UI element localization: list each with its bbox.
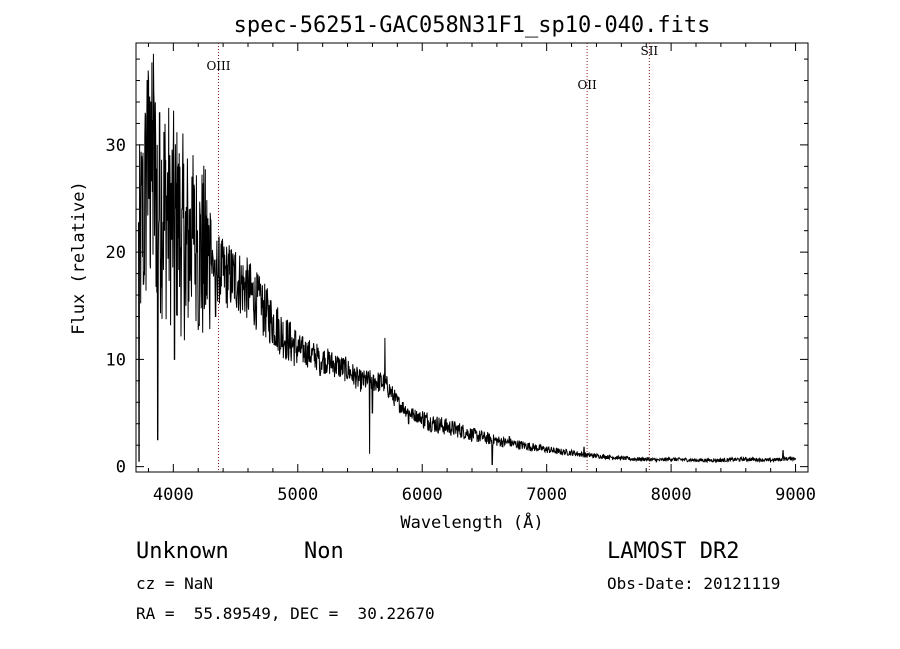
plot-frame — [135, 42, 809, 473]
object-class: Unknown — [136, 539, 229, 564]
chart-title: spec-56251-GAC058N31F1_sp10-040.fits — [234, 13, 711, 38]
plot-area: OIII OII SII 4000 5000 6000 7000 8000 9000 0 10 2… — [106, 42, 816, 505]
y-tick-label: 10 — [106, 350, 126, 370]
spectrum-line — [138, 53, 797, 465]
x-tick-label: 4000 — [153, 485, 194, 505]
sky-coordinates: RA = 55.89549, DEC = 30.22670 — [136, 604, 435, 623]
emission-line-label: OIII — [206, 59, 230, 73]
x-axis-ticks: 4000 5000 6000 7000 8000 9000 — [147, 43, 816, 505]
x-tick-label: 5000 — [277, 485, 318, 505]
x-axis-label: Wavelength (Å) — [400, 511, 543, 533]
y-axis-label: Flux (relative) — [69, 181, 89, 335]
emission-line-label: OII — [577, 78, 597, 92]
x-tick-label: 9000 — [775, 485, 816, 505]
object-subclass: Non — [304, 539, 344, 564]
y-tick-label: 20 — [106, 243, 126, 263]
survey-name: LAMOST DR2 — [607, 539, 739, 564]
observation-date: Obs-Date: 20121119 — [607, 574, 780, 593]
y-axis-ticks: 0 10 20 30 — [106, 58, 808, 478]
emission-line-markers: OIII OII SII — [206, 43, 658, 472]
emission-line-label: SII — [640, 44, 658, 58]
y-tick-label: 0 — [116, 458, 126, 478]
redshift-cz: cz = NaN — [136, 574, 213, 593]
y-tick-label: 30 — [106, 136, 126, 156]
x-tick-label: 6000 — [402, 485, 443, 505]
x-tick-label: 8000 — [651, 485, 692, 505]
x-tick-label: 7000 — [526, 485, 567, 505]
